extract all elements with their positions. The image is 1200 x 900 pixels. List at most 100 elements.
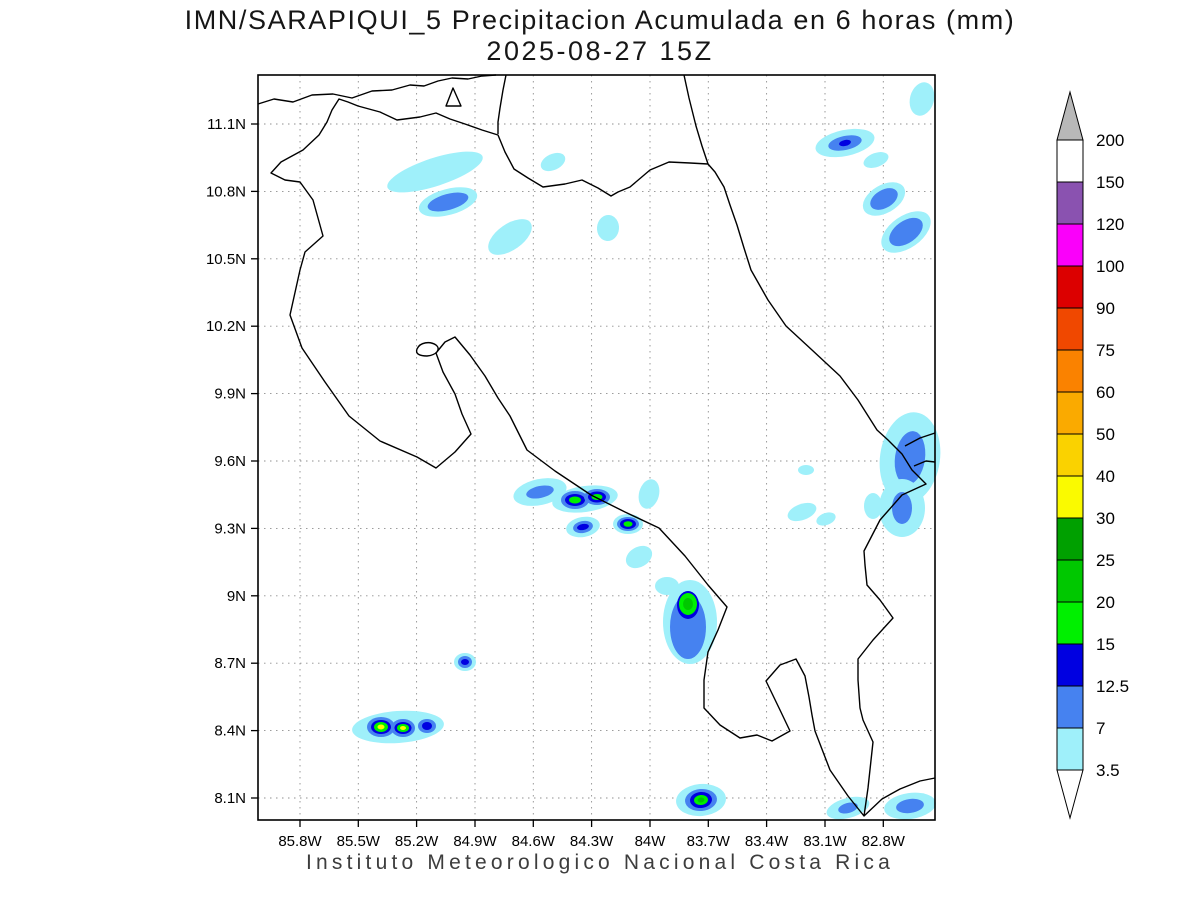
colorbar-segment — [1056, 349, 1084, 393]
colorbar-segment — [1056, 181, 1084, 225]
colorbar-label: 3.5 — [1096, 761, 1120, 780]
colorbar-segment — [1056, 391, 1084, 435]
precip-cell — [367, 717, 395, 737]
colorbar-arrow-up-icon — [1056, 90, 1084, 141]
colorbar-segment — [1056, 139, 1084, 183]
neighbor-coast-line — [913, 460, 936, 467]
colorbar-label: 40 — [1096, 467, 1115, 486]
precip-cell — [418, 187, 478, 217]
lon-tick-label: 84.9W — [453, 833, 497, 850]
colorbar: 200 150 120 100 90 75 60 50 40 30 25 20 15 12.5 7 3.5 — [1056, 90, 1129, 820]
precip-cell — [418, 719, 436, 733]
lon-tick-label: 84W — [635, 833, 667, 850]
colorbar-label: 120 — [1096, 215, 1124, 234]
lat-tick-label: 8.4N — [214, 723, 246, 740]
precip-cell — [787, 502, 817, 522]
precip-cell — [513, 478, 567, 506]
lon-tick-label: 84.6W — [512, 833, 556, 850]
precip-cell — [454, 653, 476, 671]
colorbar-segment — [1056, 517, 1084, 561]
neighbor-coast-line — [683, 74, 709, 165]
costa-rica-outline — [270, 98, 927, 817]
colorbar-segment — [1056, 433, 1084, 477]
neighbor-coast-line — [863, 777, 936, 817]
lon-tick-label: 85.2W — [395, 833, 439, 850]
colorbar-segment — [1056, 307, 1084, 351]
island-outline — [415, 341, 439, 357]
precip-cell — [387, 151, 483, 193]
precip-cell — [862, 182, 906, 216]
neighbor-coast-line — [257, 74, 497, 105]
axis-labels: 11.1N 10.8N 10.5N 10.2N 9.9N 9.6N 9.3N 9N 8.7N 8.… — [206, 116, 906, 850]
precip-cell — [638, 479, 660, 509]
precip-cell — [488, 219, 532, 255]
lon-tick-label: 82.8W — [862, 833, 906, 850]
colorbar-segment — [1056, 727, 1084, 771]
precip-cell — [884, 792, 936, 820]
colorbar-segment — [1056, 601, 1084, 645]
precip-cell — [881, 211, 931, 253]
lon-tick-label: 85.5W — [337, 833, 381, 850]
colorbar-label: 20 — [1096, 593, 1115, 612]
colorbar-label: 150 — [1096, 173, 1124, 192]
lon-tick-label: 85.8W — [278, 833, 322, 850]
lat-tick-label: 9N — [227, 588, 246, 605]
precip-cell — [909, 82, 935, 116]
precip-cell — [566, 516, 600, 538]
page-subtitle-datetime: 2025-08-27 15Z — [486, 36, 714, 66]
lat-tick-label: 11.1N — [207, 116, 246, 133]
precip-cell — [540, 152, 566, 172]
colorbar-label: 30 — [1096, 509, 1115, 528]
precip-cell — [864, 493, 882, 519]
colorbar-label: 50 — [1096, 425, 1115, 444]
colorbar-segment — [1056, 685, 1084, 729]
colorbar-segment — [1056, 643, 1084, 687]
lon-tick-label: 83.7W — [687, 833, 731, 850]
colorbar-label: 75 — [1096, 341, 1115, 360]
colorbar-segment — [1056, 223, 1084, 267]
precip-cell — [596, 215, 620, 241]
lat-tick-label: 9.3N — [214, 520, 246, 537]
precip-cell — [816, 512, 836, 526]
footer-institution: Instituto Meteorologico Nacional Costa R… — [306, 851, 894, 874]
lat-tick-label: 10.2N — [206, 318, 246, 335]
precip-cell — [863, 152, 889, 168]
neighbor-coast-line — [904, 432, 936, 447]
precip-cell — [815, 128, 875, 158]
lat-tick-label: 9.9N — [214, 386, 246, 403]
colorbar-label: 200 — [1096, 131, 1124, 150]
plot-frame — [257, 74, 936, 821]
precipitation-cells — [352, 82, 941, 820]
coastline-layer — [257, 74, 936, 817]
precip-cell — [391, 719, 415, 737]
precip-cell — [625, 545, 653, 569]
lat-tick-label: 10.8N — [206, 183, 246, 200]
precip-cell — [561, 491, 589, 509]
lat-tick-label: 9.6N — [214, 453, 246, 470]
colorbar-label: 90 — [1096, 299, 1115, 318]
colorbar-segment — [1056, 475, 1084, 519]
precip-cell — [798, 465, 814, 475]
colorbar-label: 60 — [1096, 383, 1115, 402]
precip-cell — [663, 580, 717, 664]
precip-cell — [676, 783, 726, 817]
island-outline — [445, 87, 462, 107]
colorbar-label: 7 — [1096, 719, 1105, 738]
lat-tick-label: 10.5N — [206, 251, 246, 268]
page-title: IMN/SARAPIQUI_5 Precipitacion Acumulada … — [184, 5, 1016, 35]
colorbar-arrow-down-icon — [1056, 769, 1084, 820]
precip-cell — [826, 796, 870, 820]
lon-tick-label: 84.3W — [570, 833, 614, 850]
colorbar-label: 15 — [1096, 635, 1115, 654]
lon-tick-label: 83.1W — [803, 833, 847, 850]
colorbar-segment — [1056, 559, 1084, 603]
lat-tick-label: 8.7N — [214, 655, 246, 672]
precip-cell — [613, 514, 643, 534]
neighbor-coast-line — [497, 74, 507, 134]
colorbar-segment — [1056, 265, 1084, 309]
lat-tick-label: 8.1N — [214, 790, 246, 807]
colorbar-label: 12.5 — [1096, 677, 1129, 696]
colorbar-label: 100 — [1096, 257, 1124, 276]
